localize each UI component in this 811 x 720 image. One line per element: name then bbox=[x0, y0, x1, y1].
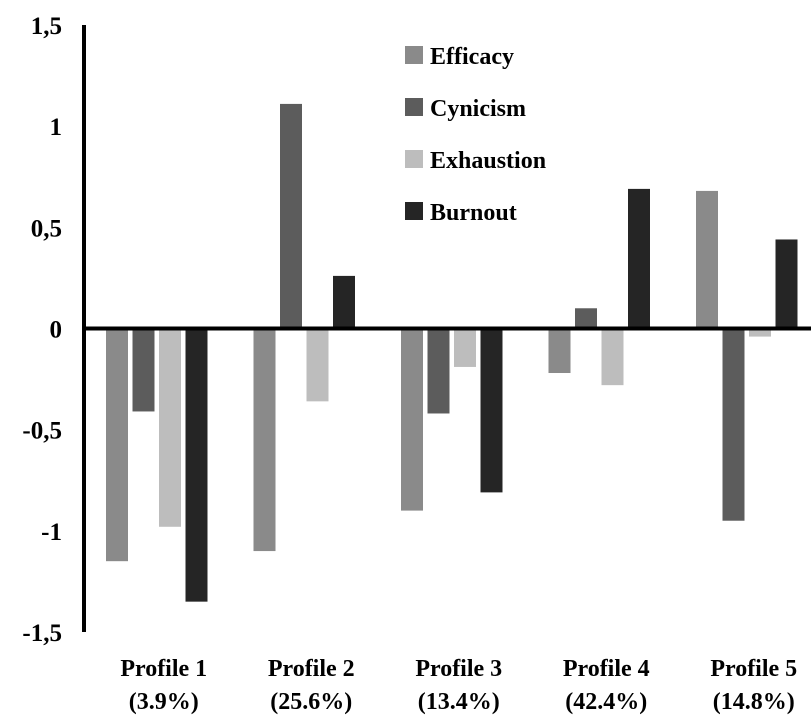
bar-exhaustion-4 bbox=[601, 328, 624, 386]
x-tick-label: Profile 4 bbox=[563, 656, 650, 682]
x-tick-label: Profile 5 bbox=[710, 656, 797, 682]
x-tick-sublabel: (3.9%) bbox=[129, 689, 199, 715]
bar-burnout-5 bbox=[775, 239, 798, 329]
x-tick-label: Profile 2 bbox=[268, 656, 355, 682]
legend-swatch-exhaustion bbox=[405, 150, 423, 168]
bars-layer bbox=[106, 103, 798, 602]
x-tick-label: Profile 1 bbox=[120, 656, 207, 682]
bar-exhaustion-3 bbox=[454, 328, 476, 367]
y-tick-label: 1,5 bbox=[31, 13, 62, 40]
y-tick-labels: -1,5 -1 -0,5 0 0,5 1 1,5 bbox=[22, 13, 62, 647]
y-tick-label: -1 bbox=[41, 519, 62, 546]
bar-exhaustion-5 bbox=[749, 328, 771, 337]
y-tick-label: 0 bbox=[50, 317, 63, 344]
bar-efficacy-1 bbox=[106, 328, 128, 562]
bar-cynicism-5 bbox=[722, 328, 745, 521]
bar-efficacy-4 bbox=[548, 328, 571, 374]
bar-exhaustion-1 bbox=[159, 328, 181, 527]
bar-burnout-2 bbox=[333, 275, 355, 329]
legend-label-exhaustion: Exhaustion bbox=[430, 148, 546, 174]
legend-swatch-cynicism bbox=[405, 98, 423, 116]
y-tick-label: -1,5 bbox=[22, 620, 62, 647]
x-tick-sublabel: (42.4%) bbox=[565, 689, 647, 715]
bar-efficacy-5 bbox=[696, 190, 718, 329]
bar-cynicism-1 bbox=[132, 328, 155, 412]
legend-label-efficacy: Efficacy bbox=[430, 44, 514, 70]
legend-label-burnout: Burnout bbox=[430, 200, 517, 226]
bar-exhaustion-2 bbox=[306, 328, 329, 402]
bar-burnout-3 bbox=[480, 328, 503, 493]
bar-burnout-1 bbox=[185, 328, 208, 602]
bar-cynicism-4 bbox=[575, 308, 597, 329]
bar-efficacy-2 bbox=[253, 328, 276, 552]
bar-efficacy-3 bbox=[401, 328, 423, 511]
x-tick-sublabel: (13.4%) bbox=[418, 689, 500, 715]
legend-swatch-burnout bbox=[405, 202, 423, 220]
legend: Efficacy Cynicism Exhaustion Burnout bbox=[405, 44, 546, 226]
bar-burnout-4 bbox=[628, 188, 650, 329]
legend-swatch-efficacy bbox=[405, 46, 423, 64]
x-tick-sublabel: (14.8%) bbox=[713, 689, 795, 715]
legend-label-cynicism: Cynicism bbox=[430, 96, 526, 122]
bar-cynicism-2 bbox=[280, 103, 302, 329]
y-tick-label: -0,5 bbox=[22, 418, 62, 445]
bar-cynicism-3 bbox=[427, 328, 450, 414]
x-tick-labels: Profile 1 (3.9%) Profile 2 (25.6%) Profile 3… bbox=[120, 656, 797, 715]
x-tick-label: Profile 3 bbox=[415, 656, 502, 682]
y-tick-label: 0,5 bbox=[31, 215, 62, 242]
x-tick-sublabel: (25.6%) bbox=[270, 689, 352, 715]
y-tick-label: 1 bbox=[50, 114, 63, 141]
